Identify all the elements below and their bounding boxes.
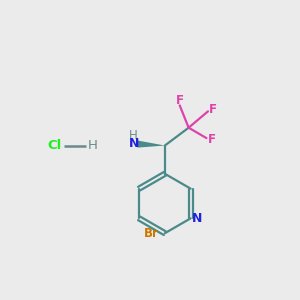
Text: F: F (176, 94, 184, 106)
Text: N: N (192, 212, 202, 226)
Polygon shape (137, 140, 165, 148)
Text: F: F (208, 133, 216, 146)
Text: N: N (129, 137, 139, 150)
Text: Cl: Cl (48, 139, 62, 152)
Text: H: H (128, 129, 137, 142)
Text: H: H (88, 139, 98, 152)
Text: Br: Br (144, 227, 159, 240)
Text: F: F (209, 103, 217, 116)
